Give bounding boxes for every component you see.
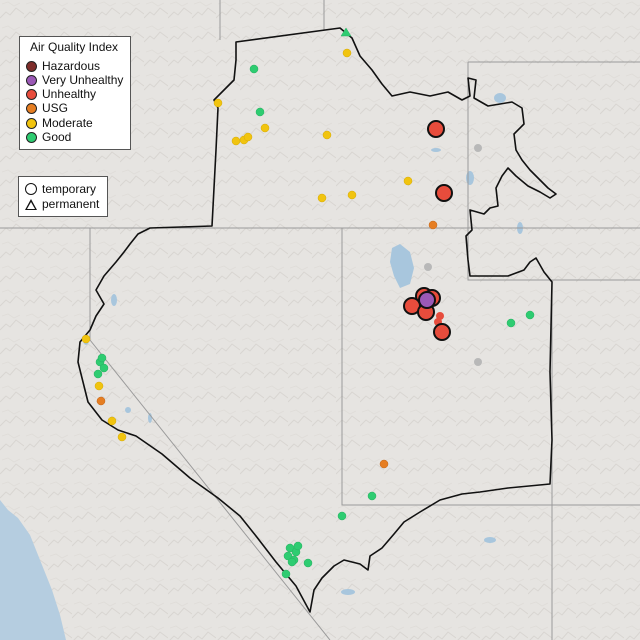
legend-item-temporary: temporary [25,182,96,196]
legend-label: Good [42,130,72,144]
aqi-legend: Air Quality Index Hazardous Very Unhealt… [19,36,131,150]
very-unhealthy-swatch-icon [26,74,37,86]
legend-title: Air Quality Index [30,40,119,54]
legend-label: Moderate [42,116,93,130]
legend-label: USG [42,101,69,115]
bear-lake [466,171,474,185]
legend-item-hazardous: Hazardous [26,59,100,73]
mono-lake [125,407,131,413]
very-unhealthy-marker[interactable] [418,291,436,309]
usg-markers[interactable] [96,220,438,469]
great-salt-lake [390,244,414,288]
moderate-markers[interactable] [81,48,413,442]
legend-item-permanent: permanent [25,197,99,211]
unhealthy-swatch-icon [26,88,37,100]
yellowstone-lake [494,93,506,103]
legend-item-moderate: Moderate [26,116,93,130]
unhealthy-small-markers[interactable] [434,312,444,326]
legend-label: Unhealthy [42,87,97,101]
good-permanent-marker[interactable] [340,27,352,37]
pyramid-lake [111,294,117,306]
lake-powell [484,537,496,543]
triangle-icon [25,198,37,210]
lake-mead [341,589,355,595]
legend-item-usg: USG [26,101,68,115]
american-falls-reservoir [431,148,441,152]
legend-item-unhealthy: Unhealthy [26,87,96,101]
good-markers[interactable] [93,64,535,579]
usg-swatch-icon [26,102,37,114]
good-swatch-icon [26,131,37,143]
legend-item-good: Good [26,130,71,144]
region-boundary [77,27,557,613]
legend-label: Very Unhealthy [42,73,124,87]
san-francisco-bay [18,540,36,566]
circle-icon [25,183,37,195]
legend-label: permanent [42,197,100,211]
legend-label: Hazardous [42,59,101,73]
moderate-swatch-icon [26,117,37,129]
ocean [0,500,66,640]
hazardous-swatch-icon [26,60,37,72]
legend-item-very-unhealthy: Very Unhealthy [26,73,123,87]
legend-label: temporary [42,182,97,196]
no-data-markers [424,144,482,366]
monitor-type-legend: temporary permanent [18,176,108,217]
